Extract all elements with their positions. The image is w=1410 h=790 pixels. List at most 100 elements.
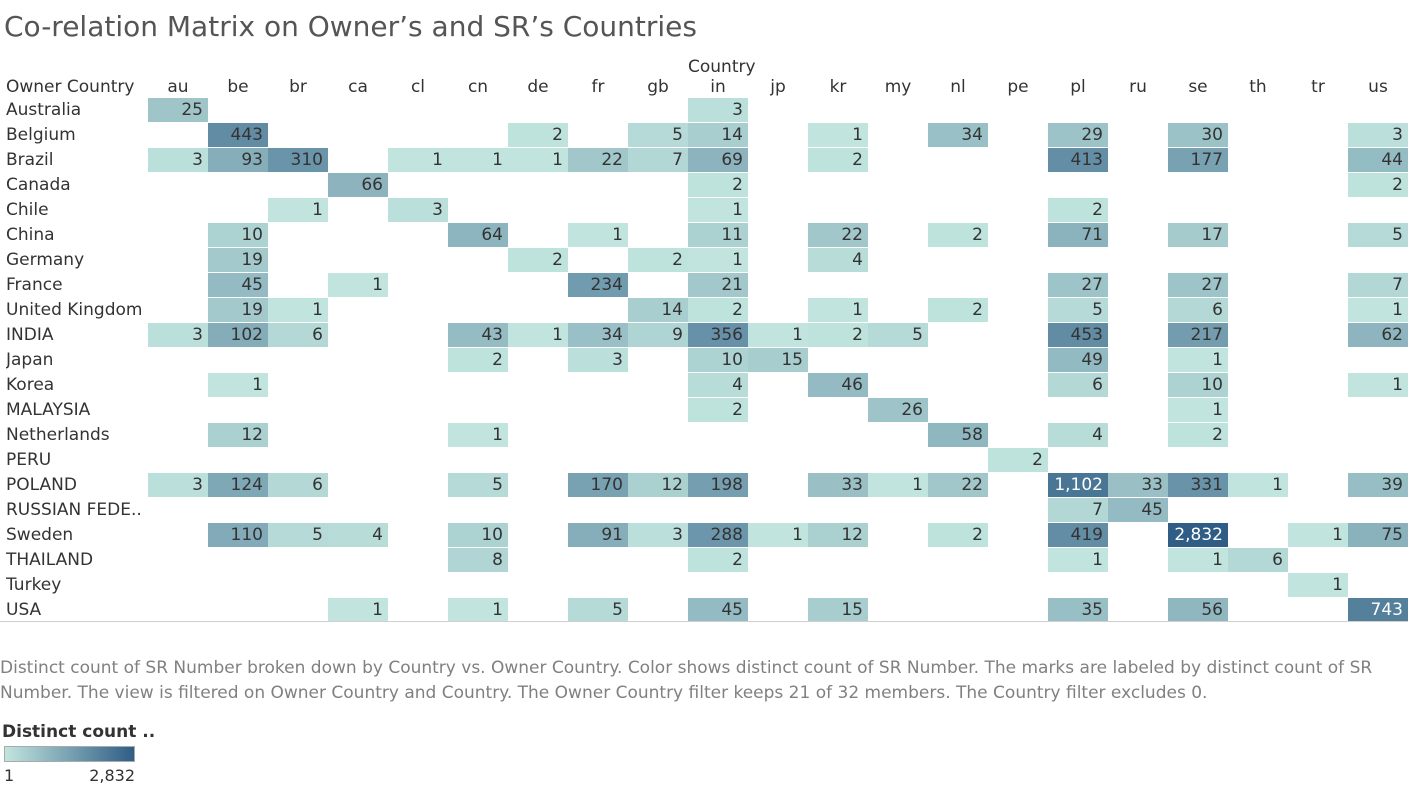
heatmap-cell[interactable]: 62 [1348, 323, 1408, 347]
heatmap-cell[interactable]: 58 [928, 423, 988, 447]
heatmap-cell[interactable]: 22 [928, 473, 988, 497]
heatmap-cell[interactable]: 56 [1168, 598, 1228, 622]
heatmap-cell[interactable]: 34 [568, 323, 628, 347]
heatmap-cell[interactable]: 1 [688, 248, 748, 272]
heatmap-cell[interactable]: 124 [208, 473, 268, 497]
heatmap-cell[interactable]: 1 [1288, 573, 1348, 597]
heatmap-cell[interactable]: 5 [268, 523, 328, 547]
heatmap-cell[interactable]: 14 [688, 123, 748, 147]
heatmap-cell[interactable]: 7 [1048, 498, 1108, 522]
heatmap-cell[interactable]: 26 [868, 398, 928, 422]
heatmap-cell[interactable]: 5 [628, 123, 688, 147]
heatmap-cell[interactable]: 1 [508, 323, 568, 347]
heatmap-cell[interactable]: 1 [808, 123, 868, 147]
heatmap-cell[interactable]: 19 [208, 298, 268, 322]
heatmap-cell[interactable]: 110 [208, 523, 268, 547]
heatmap-cell[interactable]: 3 [388, 198, 448, 222]
heatmap-cell[interactable]: 10 [1168, 373, 1228, 397]
heatmap-cell[interactable]: 2 [928, 298, 988, 322]
heatmap-cell[interactable]: 1 [268, 298, 328, 322]
heatmap-cell[interactable]: 743 [1348, 598, 1408, 622]
heatmap-cell[interactable]: 12 [808, 523, 868, 547]
heatmap-cell[interactable]: 33 [808, 473, 868, 497]
heatmap-cell[interactable]: 1 [328, 598, 388, 622]
heatmap-cell[interactable]: 33 [1108, 473, 1168, 497]
heatmap-cell[interactable]: 69 [688, 148, 748, 172]
heatmap-cell[interactable]: 2 [1348, 173, 1408, 197]
heatmap-cell[interactable]: 34 [928, 123, 988, 147]
heatmap-cell[interactable]: 30 [1168, 123, 1228, 147]
heatmap-cell[interactable]: 3 [148, 148, 208, 172]
heatmap-cell[interactable]: 1 [448, 423, 508, 447]
heatmap-cell[interactable]: 331 [1168, 473, 1228, 497]
heatmap-cell[interactable]: 39 [1348, 473, 1408, 497]
heatmap-cell[interactable]: 71 [1048, 223, 1108, 247]
heatmap-cell[interactable]: 217 [1168, 323, 1228, 347]
heatmap-cell[interactable]: 35 [1048, 598, 1108, 622]
heatmap-cell[interactable]: 22 [808, 223, 868, 247]
heatmap-cell[interactable]: 1 [1228, 473, 1288, 497]
heatmap-cell[interactable]: 43 [448, 323, 508, 347]
heatmap-cell[interactable]: 27 [1048, 273, 1108, 297]
heatmap-cell[interactable]: 1 [208, 373, 268, 397]
heatmap-cell[interactable]: 29 [1048, 123, 1108, 147]
heatmap-cell[interactable]: 3 [1348, 123, 1408, 147]
heatmap-cell[interactable]: 4 [808, 248, 868, 272]
heatmap-cell[interactable]: 2 [988, 448, 1048, 472]
heatmap-cell[interactable]: 443 [208, 123, 268, 147]
heatmap-cell[interactable]: 356 [688, 323, 748, 347]
heatmap-cell[interactable]: 3 [688, 98, 748, 122]
heatmap-cell[interactable]: 46 [808, 373, 868, 397]
heatmap-cell[interactable]: 1 [748, 523, 808, 547]
heatmap-cell[interactable]: 2 [928, 223, 988, 247]
heatmap-cell[interactable]: 12 [628, 473, 688, 497]
heatmap-cell[interactable]: 1 [688, 198, 748, 222]
heatmap-cell[interactable]: 11 [688, 223, 748, 247]
heatmap-cell[interactable]: 7 [1348, 273, 1408, 297]
legend-title[interactable]: Distinct count .. [2, 722, 156, 742]
heatmap-cell[interactable]: 2,832 [1168, 523, 1228, 547]
heatmap-cell[interactable]: 1 [1168, 398, 1228, 422]
heatmap-cell[interactable]: 1,102 [1048, 473, 1108, 497]
heatmap-cell[interactable]: 5 [868, 323, 928, 347]
heatmap-cell[interactable]: 6 [1168, 298, 1228, 322]
heatmap-cell[interactable]: 5 [1048, 298, 1108, 322]
heatmap-cell[interactable]: 45 [208, 273, 268, 297]
heatmap-cell[interactable]: 419 [1048, 523, 1108, 547]
heatmap-cell[interactable]: 9 [628, 323, 688, 347]
heatmap-cell[interactable]: 10 [208, 223, 268, 247]
heatmap-cell[interactable]: 75 [1348, 523, 1408, 547]
heatmap-cell[interactable]: 25 [148, 98, 208, 122]
heatmap-cell[interactable]: 234 [568, 273, 628, 297]
heatmap-cell[interactable]: 2 [628, 248, 688, 272]
heatmap-cell[interactable]: 177 [1168, 148, 1228, 172]
heatmap-cell[interactable]: 1 [1348, 373, 1408, 397]
heatmap-cell[interactable]: 15 [808, 598, 868, 622]
heatmap-cell[interactable]: 413 [1048, 148, 1108, 172]
heatmap-cell[interactable]: 3 [148, 473, 208, 497]
heatmap-cell[interactable]: 66 [328, 173, 388, 197]
heatmap-cell[interactable]: 288 [688, 523, 748, 547]
heatmap-cell[interactable]: 3 [568, 348, 628, 372]
heatmap-cell[interactable]: 102 [208, 323, 268, 347]
heatmap-cell[interactable]: 49 [1048, 348, 1108, 372]
heatmap-cell[interactable]: 2 [508, 123, 568, 147]
heatmap-cell[interactable]: 1 [808, 298, 868, 322]
heatmap-cell[interactable]: 15 [748, 348, 808, 372]
heatmap-cell[interactable]: 2 [448, 348, 508, 372]
heatmap-cell[interactable]: 22 [568, 148, 628, 172]
heatmap-cell[interactable]: 19 [208, 248, 268, 272]
heatmap-cell[interactable]: 10 [688, 348, 748, 372]
heatmap-cell[interactable]: 2 [928, 523, 988, 547]
heatmap-cell[interactable]: 1 [1168, 548, 1228, 572]
heatmap-cell[interactable]: 8 [448, 548, 508, 572]
heatmap-cell[interactable]: 4 [328, 523, 388, 547]
heatmap-cell[interactable]: 1 [868, 473, 928, 497]
heatmap-cell[interactable]: 1 [568, 223, 628, 247]
heatmap-cell[interactable]: 6 [268, 473, 328, 497]
heatmap-cell[interactable]: 1 [328, 273, 388, 297]
heatmap-cell[interactable]: 2 [508, 248, 568, 272]
heatmap-cell[interactable]: 2 [1168, 423, 1228, 447]
heatmap-cell[interactable]: 17 [1168, 223, 1228, 247]
heatmap-cell[interactable]: 91 [568, 523, 628, 547]
